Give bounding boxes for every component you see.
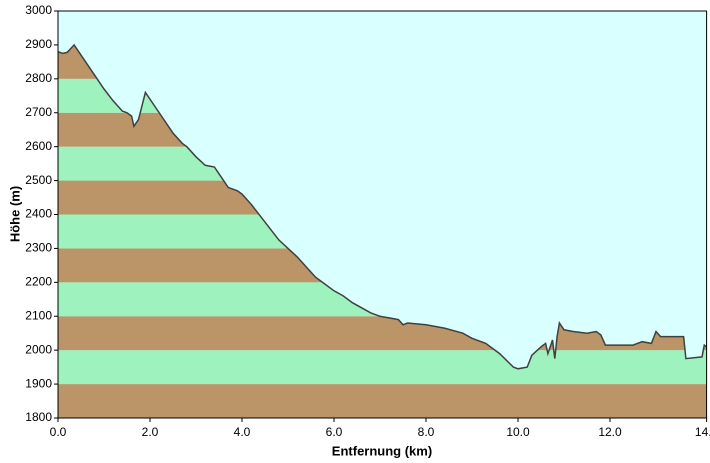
x-tick-label: 6.0 <box>326 425 343 439</box>
elevation-band <box>58 384 707 418</box>
x-tick-label: 8.0 <box>418 425 435 439</box>
y-tick-label: 3000 <box>25 3 52 17</box>
x-tick-label: 4.0 <box>234 425 251 439</box>
y-tick-label: 1900 <box>25 376 52 390</box>
y-tick-label: 2200 <box>25 275 52 289</box>
x-tick-label: 0.0 <box>50 425 67 439</box>
x-tick-label: 10.0 <box>506 425 530 439</box>
y-tick-label: 2300 <box>25 241 52 255</box>
x-tick-label: 14.1 <box>695 425 710 439</box>
elevation-line <box>57 43 708 370</box>
x-tick-label: 2.0 <box>142 425 159 439</box>
y-tick-label: 2000 <box>25 342 52 356</box>
x-axis-title: Entfernung (km) <box>332 443 432 458</box>
y-tick-label: 2900 <box>25 37 52 51</box>
y-tick-label: 2800 <box>25 71 52 85</box>
y-tick-label: 2600 <box>25 139 52 153</box>
elevation-band <box>58 350 707 385</box>
y-axis-title: Höhe (m) <box>7 186 22 242</box>
x-tick-label: 12.0 <box>598 425 622 439</box>
y-tick-label: 2400 <box>25 207 52 221</box>
y-tick-label: 2100 <box>25 308 52 322</box>
y-tick-label: 2500 <box>25 173 52 187</box>
y-tick-label: 2700 <box>25 105 52 119</box>
y-tick-label: 1800 <box>25 410 52 424</box>
